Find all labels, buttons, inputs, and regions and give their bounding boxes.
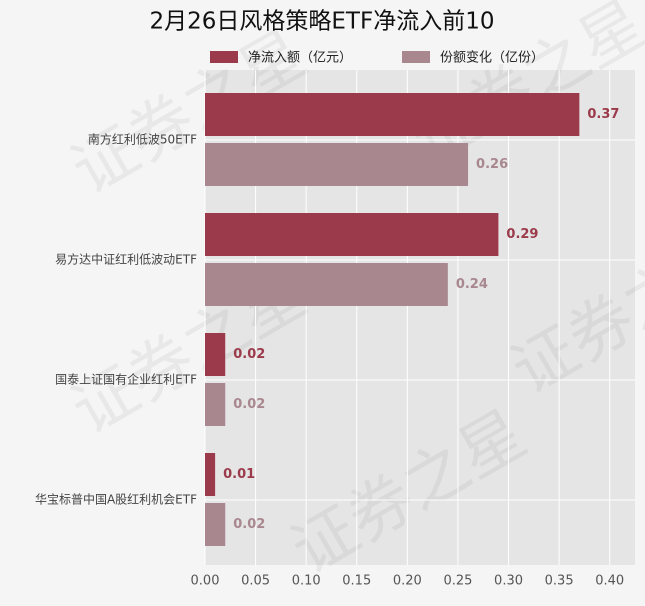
x-tick-label: 0.00 <box>191 574 220 589</box>
chart-title: 2月26日风格策略ETF净流入前10 <box>150 9 495 35</box>
data-label: 0.02 <box>233 347 265 362</box>
bar <box>205 143 469 186</box>
data-label: 0.29 <box>506 227 538 242</box>
data-label: 0.01 <box>223 467 255 482</box>
x-tick-label: 0.40 <box>595 574 624 589</box>
bar <box>205 93 580 136</box>
bar <box>205 263 448 306</box>
x-tick-label: 0.15 <box>342 574 371 589</box>
x-tick-label: 0.05 <box>241 574 270 589</box>
bar <box>205 333 226 376</box>
legend-label: 净流入额（亿元） <box>248 51 352 66</box>
legend-label: 份额变化（亿份） <box>440 50 544 66</box>
y-tick-label: 南方红利低波50ETF <box>88 132 197 147</box>
legend-swatch <box>210 51 238 63</box>
bar <box>205 503 226 546</box>
data-label: 0.37 <box>587 107 619 122</box>
bar <box>205 213 499 256</box>
x-tick-label: 0.25 <box>443 574 472 589</box>
legend-swatch <box>402 51 431 63</box>
data-label: 0.02 <box>233 517 265 532</box>
x-tick-label: 0.35 <box>545 574 574 589</box>
x-tick-label: 0.20 <box>393 574 422 589</box>
data-label: 0.24 <box>456 277 488 292</box>
y-tick-label: 易方达中证红利低波动ETF <box>55 252 197 267</box>
y-tick-label: 华宝标普中国A股红利机会ETF <box>35 492 197 507</box>
bar <box>205 453 216 496</box>
data-label: 0.02 <box>233 397 265 412</box>
y-tick-label: 国泰上证国有企业红利ETF <box>55 372 197 387</box>
x-tick-label: 0.30 <box>494 574 523 589</box>
x-tick-label: 0.10 <box>292 574 321 589</box>
bar <box>205 383 226 426</box>
data-label: 0.26 <box>476 157 508 172</box>
